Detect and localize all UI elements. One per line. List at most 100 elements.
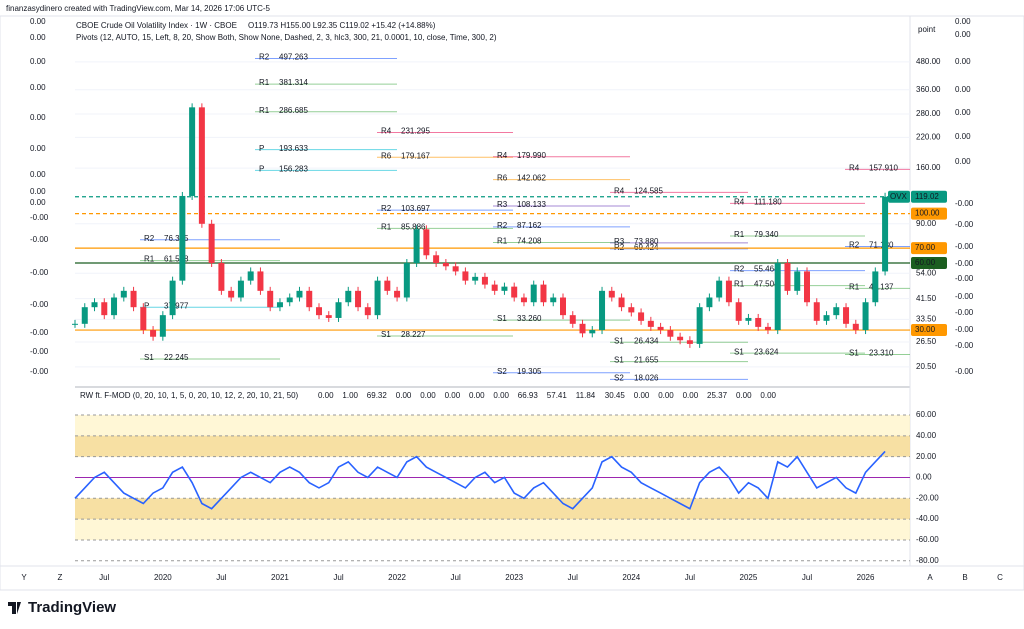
candle: [481, 276, 488, 285]
symbol-tag: OVX: [890, 192, 908, 201]
candle: [355, 290, 362, 308]
candle: [130, 290, 137, 308]
right-axis-label: 0.00: [955, 57, 971, 66]
x-tick-label: 2022: [388, 573, 406, 582]
candle: [657, 326, 664, 331]
left-axis-label: 0.00: [30, 113, 46, 122]
osc-legend-value: 0.00: [683, 391, 699, 400]
y-tick-label: -40.00: [916, 514, 939, 523]
candle: [179, 195, 186, 281]
x-tick-label: Jul: [568, 573, 578, 582]
left-axis-label: 0.00: [30, 33, 46, 42]
osc-legend-value: 25.37: [707, 391, 728, 400]
candle: [198, 107, 205, 224]
pivot-name: R3: [497, 200, 508, 209]
candle: [413, 229, 420, 264]
logo-icon: [8, 602, 21, 614]
candle: [267, 290, 274, 308]
pivot-name: R2: [144, 234, 155, 243]
pivot-value: 33.260: [517, 314, 542, 323]
right-axis-label: -0.00: [955, 242, 974, 251]
pivot-value: 286.685: [279, 106, 308, 115]
left-axis-label: 0.00: [30, 83, 46, 92]
pivot-value: 157.910: [869, 164, 898, 173]
right-axis-label: -0.00: [955, 308, 974, 317]
y-tick-label: 90.00: [916, 219, 937, 228]
price-marker-box: [911, 207, 947, 220]
x-tick-label: 2024: [622, 573, 640, 582]
price-marker-box: [911, 242, 947, 255]
y-tick-label: 20.50: [916, 362, 937, 371]
y-tick-label: 360.00: [916, 85, 941, 94]
y-tick-label: 54.00: [916, 268, 937, 277]
osc-legend-value: 30.45: [605, 391, 626, 400]
ob-zone-inner: [75, 435, 910, 457]
candle: [276, 302, 283, 308]
pivot-value: 103.697: [401, 204, 430, 213]
candle: [374, 280, 381, 316]
x-tick-label: Jul: [451, 573, 461, 582]
left-axis-label: 0.00: [30, 187, 46, 196]
pivot-name: S1: [497, 314, 507, 323]
pivot-name: R2: [849, 241, 860, 250]
os-zone-inner: [75, 498, 910, 520]
candle: [540, 284, 547, 303]
pivot-name: R6: [497, 174, 508, 183]
price-marker-label: 70.00: [915, 243, 936, 252]
pivot-name: R4: [381, 127, 392, 136]
pivot-value: 37.977: [164, 301, 189, 310]
pivot-value: 22.245: [164, 353, 189, 362]
candle: [560, 297, 566, 316]
candle: [764, 326, 771, 331]
candle: [804, 271, 810, 303]
left-axis-label: 0.00: [30, 170, 46, 179]
candle: [725, 280, 732, 303]
pivot-value: 18.026: [634, 373, 659, 382]
candle: [384, 280, 391, 291]
osc-legend-value: 0.00: [634, 391, 650, 400]
left-axis-label: 0.00: [30, 198, 46, 207]
candle: [296, 290, 303, 298]
candle: [111, 297, 118, 316]
left-axis-label: 0.00: [30, 57, 46, 66]
candle: [716, 280, 723, 298]
pivot-value: 124.585: [634, 186, 663, 195]
osc-legend-value: 0.00: [318, 391, 334, 400]
candle: [472, 276, 479, 281]
left-axis-label: -0.00: [30, 328, 49, 337]
candle: [150, 330, 157, 337]
y-tick-label: 60.00: [916, 410, 937, 419]
pivot-name: P: [259, 144, 264, 153]
left-axis-label: -0.00: [30, 235, 49, 244]
x-tick-label: 2026: [857, 573, 875, 582]
pivot-value: 26.434: [634, 336, 659, 345]
osc-legend-value: 57.41: [547, 391, 568, 400]
x-tick-label: Jul: [333, 573, 343, 582]
right-axis-label: -0.00: [955, 292, 974, 301]
candle: [628, 307, 635, 313]
corner-letter: A: [927, 573, 933, 582]
candle: [501, 286, 508, 291]
candle: [579, 323, 586, 334]
pivot-value: 156.283: [279, 165, 308, 174]
symbol-title: CBOE Crude Oil Volatility Index · 1W · C…: [76, 21, 237, 30]
y-tick-label: 220.00: [916, 132, 941, 141]
x-tick-label: 2023: [505, 573, 523, 582]
pivot-name: S1: [614, 336, 624, 345]
candle: [403, 263, 410, 298]
y-tick-label: 0.00: [916, 473, 932, 482]
corner-letter: Y: [21, 573, 27, 582]
candle: [569, 315, 576, 324]
right-axis-label: -0.00: [955, 259, 974, 268]
x-tick-label: Jul: [216, 573, 226, 582]
left-axis-label: 0.00: [30, 17, 46, 26]
candle: [237, 280, 244, 298]
right-axis-label: -0.00: [955, 367, 974, 376]
y-tick-label: 26.50: [916, 337, 937, 346]
pivot-name: R1: [849, 283, 860, 292]
candle: [735, 302, 742, 321]
pivot-name: R3: [614, 237, 625, 246]
osc-legend-value: 0.00: [760, 391, 776, 400]
candle: [638, 312, 645, 321]
